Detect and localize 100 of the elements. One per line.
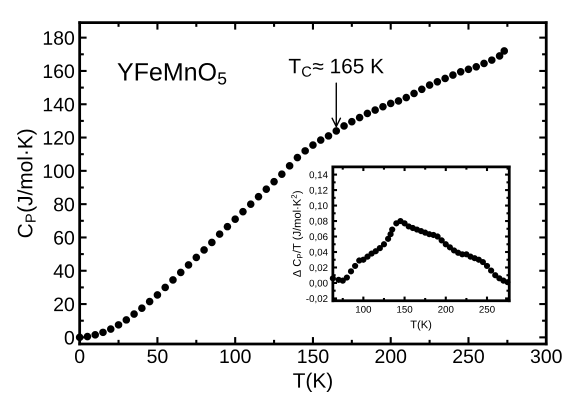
- point: [364, 254, 371, 260]
- point: [434, 78, 442, 86]
- point: [301, 147, 309, 155]
- x-tick-label: 100: [356, 306, 372, 313]
- point: [394, 97, 402, 105]
- x-axis-title: T(K): [410, 320, 432, 331]
- point: [386, 100, 395, 108]
- point: [476, 256, 482, 263]
- x-tick-label: 50: [147, 349, 168, 364]
- point: [401, 220, 408, 226]
- point: [480, 60, 488, 68]
- y-tick-label: 80: [54, 198, 74, 212]
- point: [402, 94, 410, 102]
- point: [488, 56, 496, 64]
- point: [393, 220, 400, 226]
- y-tick-label: -0,02: [306, 295, 328, 304]
- point: [224, 222, 232, 230]
- point: [114, 321, 122, 329]
- annotation: T$_{C}$≈ 165 K: [288, 58, 384, 77]
- x-tick-label: 200: [375, 349, 406, 364]
- point: [348, 268, 354, 274]
- point: [309, 141, 317, 149]
- point: [122, 316, 130, 324]
- y-tick-label: 160: [44, 64, 74, 78]
- point: [154, 291, 162, 299]
- y-axis-title: C$_{P}$(J/mol·K): [17, 130, 37, 238]
- point: [371, 106, 379, 114]
- point: [84, 332, 92, 340]
- point: [344, 274, 350, 281]
- y-tick-label: 40: [54, 264, 74, 278]
- point: [488, 267, 494, 274]
- y-tick-label: 0,06: [309, 233, 328, 242]
- point: [441, 74, 449, 82]
- point: [389, 226, 396, 233]
- point: [397, 218, 404, 224]
- point: [231, 215, 239, 223]
- y-tick-label: 0,00: [309, 280, 328, 288]
- point: [340, 278, 346, 284]
- y-tick-label: 0: [64, 330, 74, 345]
- point: [208, 238, 216, 246]
- point: [480, 258, 486, 266]
- x-tick-label: 0: [75, 349, 84, 364]
- point: [438, 237, 445, 244]
- point: [356, 114, 364, 122]
- point: [496, 52, 504, 60]
- point: [372, 248, 379, 254]
- point: [418, 85, 426, 94]
- x-tick-label: 200: [438, 306, 454, 313]
- point: [364, 110, 372, 118]
- point: [316, 136, 325, 144]
- annotation: YFeMnO$_{5}$: [118, 63, 226, 85]
- point: [449, 71, 457, 79]
- point: [106, 325, 115, 333]
- point: [348, 118, 356, 126]
- point: [426, 81, 434, 89]
- point: [200, 246, 208, 254]
- point: [294, 154, 302, 162]
- point: [91, 331, 100, 339]
- point: [239, 208, 247, 216]
- point: [387, 231, 394, 238]
- point: [286, 162, 294, 170]
- x-tick-label: 150: [397, 306, 412, 313]
- y-tick-label: 0,14: [309, 171, 328, 180]
- point: [484, 262, 490, 270]
- point: [410, 90, 418, 98]
- point: [464, 65, 472, 74]
- point: [384, 236, 392, 242]
- point: [270, 178, 278, 186]
- y-tick-label: 60: [54, 230, 74, 245]
- point: [442, 241, 449, 248]
- point: [76, 334, 84, 342]
- point: [456, 68, 464, 76]
- point: [262, 185, 270, 193]
- y-axis-title: Δ C$_{P}$/T (J/mol·K$^{2}$): [291, 191, 304, 277]
- x-tick-label: 100: [220, 349, 251, 364]
- point: [254, 192, 262, 200]
- point: [379, 102, 387, 111]
- point: [352, 262, 358, 270]
- y-tick-label: 0,04: [309, 248, 328, 257]
- point: [368, 250, 375, 257]
- point: [146, 298, 154, 306]
- point: [99, 328, 107, 336]
- y-tick-label: 120: [44, 131, 74, 145]
- x-tick-label: 150: [298, 349, 328, 364]
- point: [450, 247, 458, 254]
- point: [340, 122, 348, 130]
- point: [184, 261, 192, 269]
- y-tick-label: 0,02: [309, 264, 328, 272]
- point: [504, 279, 511, 286]
- point: [332, 127, 340, 135]
- y-tick-label: 180: [44, 31, 74, 45]
- y-tick-label: 20: [54, 298, 74, 312]
- point: [246, 200, 255, 208]
- y-tick-label: 0,08: [309, 218, 328, 226]
- point: [446, 244, 454, 250]
- point: [192, 254, 200, 262]
- point: [330, 275, 336, 282]
- x-tick-label: 250: [453, 349, 484, 364]
- point: [380, 241, 388, 248]
- x-axis-title: T(K): [293, 372, 332, 392]
